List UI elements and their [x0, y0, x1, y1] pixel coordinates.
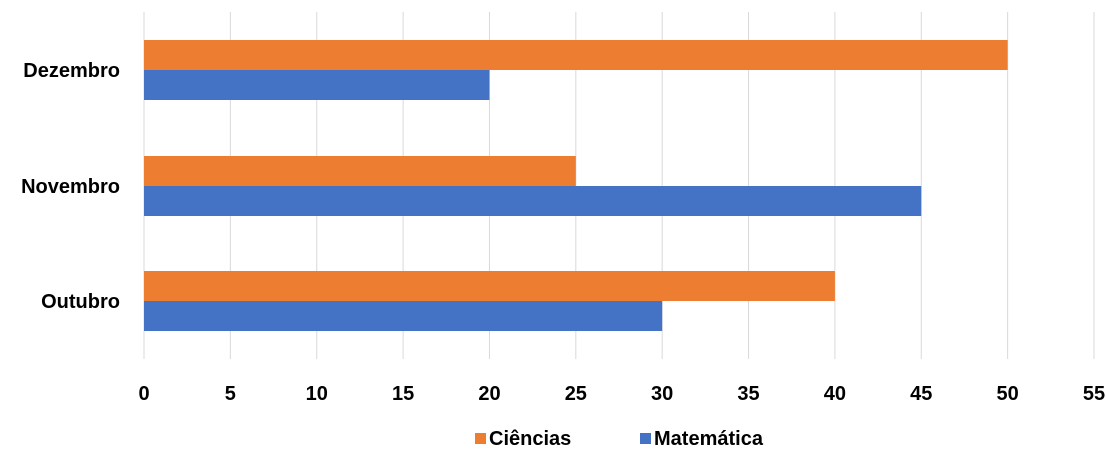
x-tick-label: 25	[565, 383, 587, 405]
bar-novembro-ciencias	[144, 156, 576, 186]
legend: Ciências Matemática	[475, 428, 764, 450]
x-tick-label: 40	[824, 383, 846, 405]
x-tick-label: 35	[737, 383, 759, 405]
bars	[144, 40, 1008, 331]
category-label: Dezembro	[23, 60, 120, 82]
x-tick-label: 5	[225, 383, 236, 405]
x-tick-label: 20	[478, 383, 500, 405]
bar-novembro-matematica	[144, 186, 922, 216]
legend-label-matematica: Matemática	[654, 428, 764, 450]
bar-outubro-matematica	[144, 301, 663, 331]
legend-label-ciencias: Ciências	[489, 428, 571, 450]
x-tick-label: 30	[651, 383, 673, 405]
x-tick-label: 50	[997, 383, 1019, 405]
x-axis-ticks: 0 5 10 15 20 25 30 35 40 45 50 55	[138, 383, 1105, 405]
legend-swatch-ciencias	[475, 433, 486, 444]
bar-dezembro-ciencias	[144, 40, 1008, 70]
x-tick-label: 55	[1083, 383, 1105, 405]
x-tick-label: 10	[306, 383, 328, 405]
bar-dezembro-matematica	[144, 70, 490, 100]
x-tick-label: 15	[392, 383, 414, 405]
category-label: Novembro	[21, 176, 120, 198]
legend-swatch-matematica	[640, 433, 651, 444]
x-tick-label: 45	[910, 383, 932, 405]
x-tick-label: 0	[138, 383, 149, 405]
bar-outubro-ciencias	[144, 271, 835, 301]
category-label: Outubro	[41, 291, 120, 313]
y-axis-categories: Outubro Novembro Dezembro	[21, 60, 120, 313]
